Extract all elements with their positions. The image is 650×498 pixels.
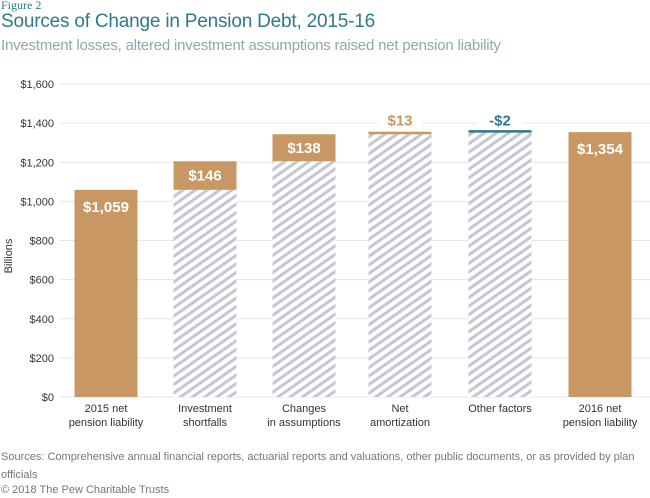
y-tick-label: $800 (30, 236, 54, 248)
chart-subtitle: Investment losses, altered investment as… (1, 37, 501, 54)
y-tick-label: $1,400 (20, 118, 54, 130)
bar-increase (272, 134, 336, 162)
chart-title: Sources of Change in Pension Debt, 2015-… (1, 11, 375, 32)
y-tick-label: $1,000 (20, 196, 54, 208)
bar-value-label: -$2 (489, 113, 511, 130)
bar-increase (173, 161, 237, 190)
gridlines (60, 83, 650, 398)
bar-base-hatched (173, 189, 237, 397)
bar-value-label: $138 (287, 140, 320, 157)
y-tick-label: $400 (30, 314, 54, 326)
bar-value-label: $1,354 (577, 141, 624, 158)
x-tick-label: Other factors (468, 403, 532, 415)
bar-total (74, 189, 138, 397)
x-tick-label: Net amortization (370, 403, 430, 429)
bar-base-hatched (368, 134, 432, 397)
figure-label: Figure 2 (1, 0, 42, 12)
y-tick-label: $200 (30, 353, 54, 365)
x-tick-label: Investment shortfalls (178, 403, 232, 429)
y-axis-label: Billions (3, 238, 15, 273)
x-tick-label: 2015 net pension liability (69, 403, 144, 429)
waterfall-chart: $0 $200 $400 $600 $800 $1,000 $1,200 $1,400 $1,6… (3, 79, 650, 429)
x-axis-ticks: 2015 net pension liability Investment short… (69, 403, 638, 429)
bar-base-hatched (468, 132, 532, 397)
bar-total (568, 132, 632, 397)
y-axis-ticks: $0 $200 $400 $600 $800 $1,000 $1,200 $1,400 $1,6… (20, 79, 54, 404)
bars (74, 130, 632, 397)
copyright: © 2018 The Pew Charitable Trusts (1, 484, 170, 496)
y-tick-label: $1,600 (20, 79, 54, 91)
x-tick-label: Changes in assumptions (267, 403, 341, 429)
x-tick-label: 2016 net pension liability (563, 403, 638, 429)
label-background (378, 111, 422, 128)
bar-value-label: $1,059 (83, 199, 129, 216)
y-tick-label: $0 (42, 392, 54, 404)
y-tick-label: $1,200 (20, 157, 54, 169)
bar-increase (368, 131, 432, 135)
bar-base-hatched (272, 161, 336, 397)
y-tick-label: $600 (30, 275, 54, 287)
bar-value-label: $146 (188, 168, 221, 185)
sources-note: Sources: Comprehensive annual financial … (1, 451, 635, 481)
bar-decrease (468, 130, 532, 133)
label-background (478, 111, 522, 128)
data-labels: $1,059 $146 $138 $13 -$2 $1,354 (83, 111, 624, 216)
bar-value-label: $13 (387, 113, 412, 130)
